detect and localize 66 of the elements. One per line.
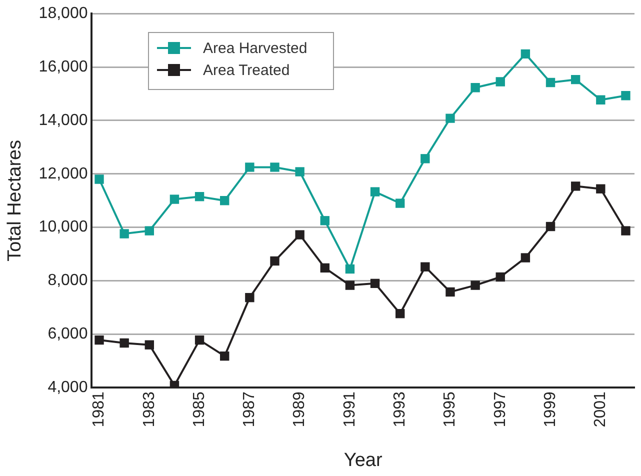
point bbox=[245, 292, 254, 302]
point bbox=[596, 95, 606, 104]
point bbox=[245, 162, 254, 172]
point bbox=[596, 184, 606, 194]
point bbox=[546, 222, 556, 232]
point bbox=[546, 78, 556, 88]
point bbox=[94, 174, 104, 184]
point bbox=[396, 198, 405, 208]
point bbox=[295, 230, 304, 240]
point bbox=[194, 192, 204, 202]
point bbox=[120, 338, 129, 348]
x-tick-label: 1995 bbox=[442, 392, 459, 428]
x-tick-label: 1987 bbox=[241, 392, 258, 428]
x-tick-label: 2001 bbox=[592, 392, 610, 428]
x-axis-title: Year bbox=[344, 450, 383, 471]
point bbox=[220, 196, 230, 206]
point bbox=[120, 229, 129, 238]
y-tick-label: 4,000 bbox=[48, 379, 88, 396]
point bbox=[345, 280, 355, 290]
point bbox=[345, 264, 355, 274]
point bbox=[170, 194, 180, 204]
point bbox=[94, 335, 104, 345]
point bbox=[270, 162, 280, 172]
point bbox=[470, 83, 480, 92]
point bbox=[320, 216, 330, 226]
x-tick-label: 1999 bbox=[542, 392, 559, 428]
point bbox=[621, 226, 630, 236]
point bbox=[420, 262, 430, 272]
point bbox=[446, 287, 455, 297]
x-tick-label: 1993 bbox=[392, 392, 409, 428]
point bbox=[270, 256, 280, 266]
point bbox=[194, 335, 204, 345]
point bbox=[144, 226, 154, 236]
y-tick-label: 14,000 bbox=[38, 112, 88, 129]
x-tick-label: 1981 bbox=[90, 392, 108, 428]
y-axis-title: Total Hectares bbox=[4, 140, 26, 262]
point bbox=[370, 278, 380, 288]
y-tick-label: 18,000 bbox=[38, 5, 88, 22]
x-tick-label: 1983 bbox=[140, 392, 158, 428]
point bbox=[446, 114, 455, 123]
point bbox=[520, 49, 530, 59]
point bbox=[320, 263, 330, 273]
point bbox=[621, 91, 630, 100]
point bbox=[420, 154, 430, 164]
point bbox=[295, 167, 304, 176]
y-tick-label: 16,000 bbox=[38, 58, 88, 76]
y-tick-label: 6,000 bbox=[48, 326, 88, 343]
x-tick-label: 1989 bbox=[291, 392, 308, 428]
x-tick-label: 1985 bbox=[190, 392, 208, 428]
x-tick-label: 1991 bbox=[341, 392, 358, 428]
legend-label: Area Harvested bbox=[203, 40, 308, 56]
point bbox=[144, 340, 154, 350]
point bbox=[520, 253, 530, 262]
point bbox=[496, 77, 505, 86]
point bbox=[470, 280, 480, 290]
point bbox=[396, 309, 405, 318]
point bbox=[370, 187, 380, 196]
x-tick-label: 1997 bbox=[492, 392, 509, 428]
y-tick-label: 10,000 bbox=[38, 218, 88, 236]
legend-label: Area Treated bbox=[203, 62, 290, 78]
y-tick-label: 8,000 bbox=[48, 272, 88, 290]
point bbox=[570, 74, 580, 84]
point bbox=[570, 182, 580, 191]
y-tick-label: 12,000 bbox=[38, 165, 88, 182]
point bbox=[496, 272, 505, 282]
point bbox=[220, 351, 230, 361]
